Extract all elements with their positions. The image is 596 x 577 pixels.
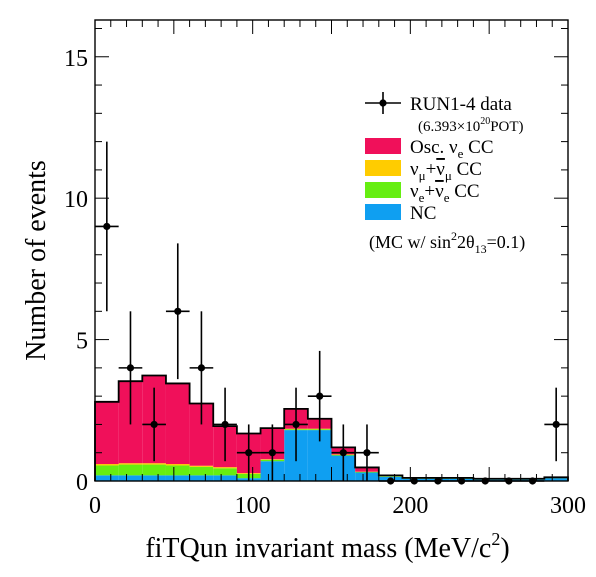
- legend-text-1-plus: +: [424, 181, 435, 202]
- stack-bar-s3-b0: [95, 402, 119, 464]
- legend-swatch-1: [365, 182, 401, 198]
- legend-label-2: νμ+νμ CC: [410, 159, 482, 183]
- legend-pot-prefix: (6.393×10: [418, 119, 480, 135]
- legend-swatch-2: [365, 160, 401, 176]
- y-tick-label-2: 10: [64, 187, 88, 213]
- legend-text-2-cc: CC: [452, 159, 482, 180]
- data-point-9: [316, 393, 323, 400]
- stack-bar-s1-b4: [190, 467, 214, 475]
- x-tick-label-0: 0: [89, 493, 101, 519]
- stack-bar-s2-b2: [142, 463, 166, 464]
- y-tick-label-0: 0: [76, 470, 88, 496]
- legend-pot-suffix: POT): [490, 119, 523, 135]
- stacked-histogram: [95, 376, 568, 481]
- stack-bar-s2-b1: [119, 463, 143, 464]
- data-point-5: [221, 421, 228, 428]
- stack-bar-s1-b1: [119, 465, 143, 476]
- data-point-6: [245, 449, 252, 456]
- data-point-1: [127, 364, 134, 371]
- stack-bar-s1-b2: [142, 465, 166, 476]
- stack-bar-s0-b1: [119, 475, 143, 481]
- stack-bar-s0-b4: [190, 475, 214, 481]
- legend-mc-b: 2θ: [457, 232, 475, 252]
- legend-text-2-plus: +: [426, 159, 437, 180]
- data-point-0: [103, 223, 110, 230]
- stack-bar-s0-b3: [166, 475, 190, 481]
- x-axis-title-sup: 2: [491, 529, 500, 549]
- x-axis-title-close: ): [500, 533, 509, 564]
- stack-bar-s1-b3: [166, 465, 190, 475]
- legend-mc-note: (MC w/ sin22θ13=0.1): [369, 229, 525, 256]
- data-point-2: [151, 421, 158, 428]
- stack-bar-s3-b3: [166, 383, 190, 464]
- legend-text-3-b: CC: [463, 137, 493, 158]
- stack-bar-s0-b2: [142, 475, 166, 481]
- x-tick-label-3: 300: [550, 493, 586, 519]
- y-tick-label-1: 5: [76, 329, 88, 355]
- legend-mc-sub: 13: [475, 242, 487, 256]
- data-point-10: [340, 449, 347, 456]
- legend-swatch-3: [365, 138, 401, 154]
- legend-text-0: NC: [410, 203, 436, 224]
- stack-bar-s2-b0: [95, 464, 119, 465]
- legend-data-marker: [379, 99, 386, 106]
- x-axis-title-main: fiTQun invariant mass (MeV/c: [145, 533, 491, 564]
- legend-text-3-a: Osc. ν: [410, 137, 458, 158]
- x-axis-title: fiTQun invariant mass (MeV/c2): [145, 529, 509, 564]
- stack-bar-s2-b5: [213, 467, 237, 468]
- legend-label-data: RUN1-4 data: [410, 94, 512, 115]
- data-point-11: [363, 449, 370, 456]
- stack-bar-s0-b0: [95, 475, 119, 481]
- data-point-3: [174, 308, 181, 315]
- data-point-7: [269, 449, 276, 456]
- data-point-19: [553, 421, 560, 428]
- stack-bar-s1-b12: [379, 476, 403, 477]
- legend-mc-c: =0.1): [487, 232, 526, 253]
- legend-pot-sup: 20: [480, 116, 490, 127]
- stack-bar-s1-b5: [213, 468, 237, 475]
- legend-pot: (6.393×1020POT): [418, 116, 524, 135]
- legend-mc-a: (MC w/ sin: [369, 232, 451, 253]
- y-axis-title: Number of events: [21, 160, 52, 361]
- stack-bar-s2-b3: [166, 464, 190, 465]
- legend-swatch-0: [365, 204, 401, 220]
- stack-bar-s0-b5: [213, 475, 237, 481]
- stack-bar-s1-b0: [95, 465, 119, 475]
- legend-label-1: νe+νe CC: [410, 181, 480, 205]
- legend-label-3: Osc. νe CC: [410, 137, 494, 161]
- x-tick-label-2: 200: [392, 493, 428, 519]
- legend: RUN1-4 data(6.393×1020POT)Osc. νe CCνμ+ν…: [365, 92, 525, 256]
- x-tick-label-1: 100: [235, 493, 271, 519]
- legend-label-0: NC: [410, 203, 436, 224]
- data-point-4: [198, 364, 205, 371]
- y-tick-label-3: 15: [64, 46, 88, 72]
- stack-bar-s2-b4: [190, 466, 214, 467]
- data-point-8: [292, 421, 299, 428]
- legend-text-1-cc: CC: [449, 181, 479, 202]
